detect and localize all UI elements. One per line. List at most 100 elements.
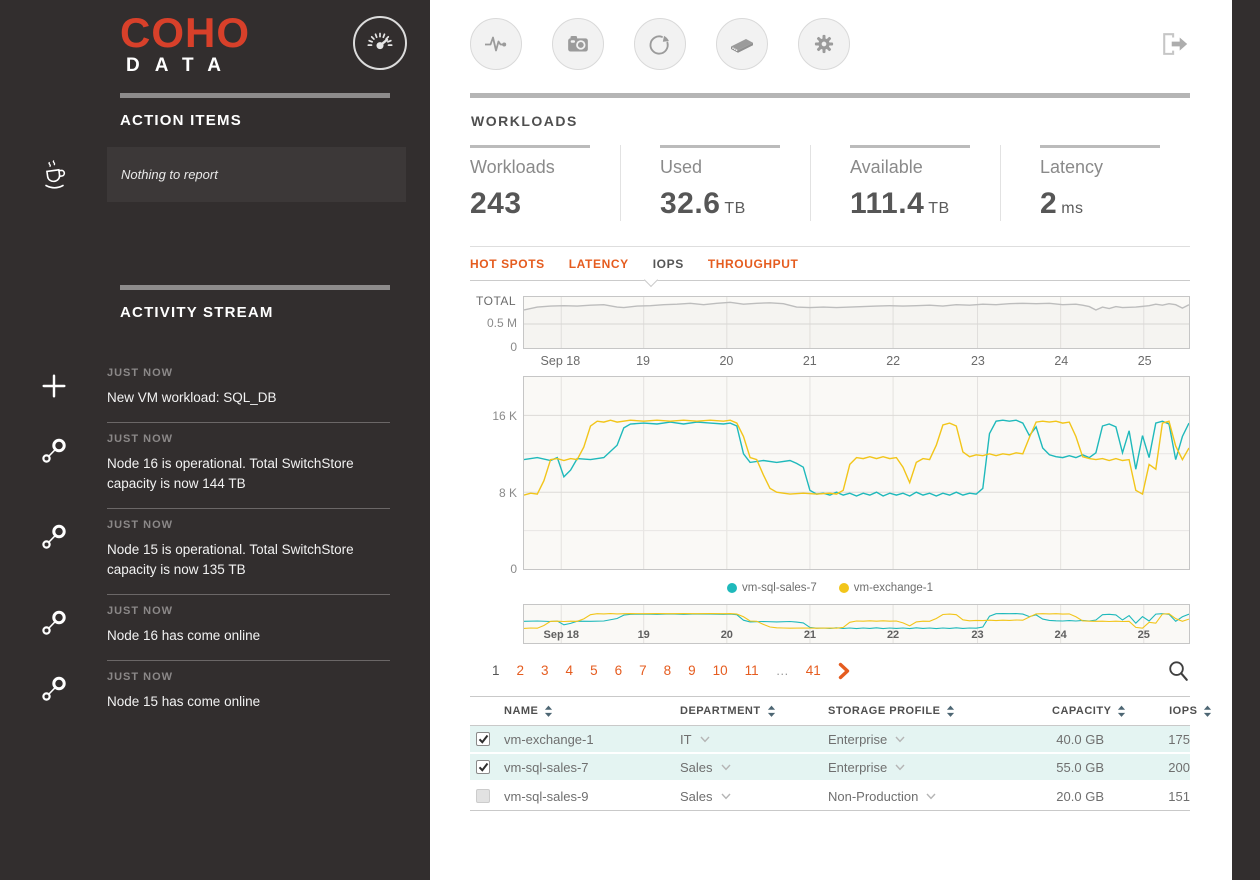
cell-department[interactable]: Sales [680, 789, 828, 804]
navigator-brush[interactable]: Sep 18 19 20 21 22 23 24 25 [523, 604, 1190, 644]
tab-latency[interactable]: LATENCY [568, 256, 629, 271]
usage-button[interactable] [634, 18, 686, 70]
gauge-icon [363, 26, 397, 60]
xaxis-tick-label: 25 [1137, 354, 1152, 368]
total-iops-chart: TOTAL 0.5 M 0 [470, 294, 1190, 354]
stat-top-bar [660, 145, 780, 148]
cell-storage-profile[interactable]: Enterprise [828, 732, 1052, 747]
stat-unit: TB [724, 200, 746, 217]
main-ytick-16k: 16 K [492, 409, 517, 423]
cell-iops: 175 [1168, 731, 1190, 747]
stat-unit: ms [1061, 200, 1084, 217]
page-ellipsis: … [775, 663, 789, 678]
page-11-link[interactable]: 11 [744, 663, 759, 678]
activity-text: Node 15 is operational. Total SwitchStor… [107, 542, 354, 577]
stat-unit: TB [928, 200, 950, 217]
cell-name: vm-exchange-1 [504, 731, 594, 747]
column-header-iops[interactable]: IOPS [1126, 705, 1212, 718]
activity-text: New VM workload: SQL_DB [107, 390, 277, 405]
action-items-empty-text: Nothing to report [121, 167, 218, 182]
activity-text: Node 15 has come online [107, 694, 261, 709]
cell-capacity: 40.0 GB [1056, 731, 1104, 747]
column-header-storage-profile[interactable]: STORAGE PROFILE [828, 705, 1052, 718]
navigator-tick-label: 19 [637, 629, 650, 641]
row-checkbox[interactable] [476, 760, 490, 774]
xaxis-tick-label: 24 [1054, 354, 1069, 368]
cell-department[interactable]: IT [680, 732, 828, 747]
page-1-link[interactable]: 1 [492, 663, 500, 678]
chevron-down-icon [721, 764, 731, 771]
legend-dot [838, 583, 849, 593]
main-panel: WORKLOADS Workloads 243 Used 32.6 TB Avai… [430, 0, 1232, 880]
logout-button[interactable] [1160, 29, 1190, 59]
page-8-link[interactable]: 8 [663, 663, 672, 678]
chevron-down-icon [926, 793, 936, 800]
sidebar: COHO DATA ACTION ITEMS [0, 0, 430, 880]
activity-item: JUST NOW New VM workload: SQL_DB [0, 357, 430, 423]
column-header-capacity[interactable]: CAPACITY [1052, 705, 1126, 718]
table-row: vm-exchange-1 IT Enterprise 40.0 GB 175 [470, 726, 1190, 754]
camera-icon [563, 29, 593, 59]
navigator-tick-label: 22 [886, 629, 900, 641]
xaxis-tick-label: 23 [970, 354, 985, 368]
stat-label: Workloads [470, 157, 555, 177]
cell-storage-profile[interactable]: Non-Production [828, 789, 1052, 804]
tab-throughput[interactable]: THROUGHPUT [707, 256, 799, 271]
cell-storage-profile[interactable]: Enterprise [828, 760, 1052, 775]
page-7-link[interactable]: 7 [639, 663, 647, 678]
node-link-icon [40, 437, 68, 509]
sort-icon [946, 705, 955, 718]
total-chart-plot [523, 296, 1190, 349]
sidebar-header: COHO DATA [0, 0, 430, 93]
table-row: vm-sql-sales-9 Sales Non-Production 20.0… [470, 782, 1190, 810]
chevron-down-icon [895, 736, 905, 743]
dashboard-gauge-button[interactable] [353, 16, 407, 70]
page-10-link[interactable]: 10 [712, 663, 728, 678]
navigator-tick-label: Sep 18 [543, 629, 579, 641]
xaxis-tick-label: Sep 18 [540, 354, 581, 368]
table-body: vm-exchange-1 IT Enterprise 40.0 GB 175 … [470, 726, 1190, 810]
activity-stream-list: JUST NOW New VM workload: SQL_DB JUST NO… [0, 357, 430, 726]
toolbar [470, 0, 1190, 70]
page-5-link[interactable]: 5 [590, 663, 598, 678]
chart-legend: vm-sql-sales-7 vm-exchange-1 [470, 582, 1190, 594]
node-link-icon [40, 523, 68, 595]
column-header-department[interactable]: DEPARTMENT [680, 705, 828, 718]
column-header-name[interactable]: NAME [504, 705, 680, 718]
page-9-link[interactable]: 9 [688, 663, 696, 678]
main-ytick-8k: 8 K [498, 486, 517, 500]
settings-button[interactable] [798, 18, 850, 70]
activity-item: JUST NOW Node 16 has come online [0, 595, 430, 661]
tab-hot-spots[interactable]: HOT SPOTS [470, 256, 545, 271]
table-header-row: NAME DEPARTMENT STORAGE PROFILE CAPACITY IOP… [470, 697, 1212, 726]
row-checkbox[interactable] [476, 732, 490, 746]
chevron-down-icon [721, 793, 731, 800]
row-checkbox[interactable] [476, 789, 490, 803]
sort-icon [1117, 705, 1126, 718]
cell-name: vm-sql-sales-7 [504, 759, 589, 775]
xaxis-tick-label: 20 [719, 354, 734, 368]
page-41-link[interactable]: 41 [805, 663, 821, 678]
next-page-button[interactable] [838, 662, 851, 680]
page-6-link[interactable]: 6 [614, 663, 623, 678]
activity-item: JUST NOW Node 16 is operational. Total S… [0, 423, 430, 509]
page-2-link[interactable]: 2 [516, 663, 525, 678]
legend-label: vm-exchange-1 [853, 582, 934, 594]
cell-name: vm-sql-sales-9 [504, 788, 589, 804]
chevron-down-icon [895, 764, 905, 771]
cell-department[interactable]: Sales [680, 760, 828, 775]
page-3-link[interactable]: 3 [541, 663, 549, 678]
logo-word-coho: COHO [120, 9, 250, 56]
navigator-tick-label: 24 [1054, 629, 1067, 641]
pulse-icon [481, 29, 511, 59]
search-button[interactable] [1164, 657, 1190, 684]
tab-iops[interactable]: IOPS [652, 256, 684, 271]
stat-latency: Latency 2 ms [1000, 145, 1190, 221]
hardware-button[interactable] [716, 18, 768, 70]
performance-button[interactable] [470, 18, 522, 70]
stat-value: 243 [470, 187, 522, 220]
snapshots-button[interactable] [552, 18, 604, 70]
activity-item: JUST NOW Node 15 has come online [0, 661, 430, 726]
page-4-link[interactable]: 4 [565, 663, 574, 678]
search-icon [1164, 657, 1190, 684]
